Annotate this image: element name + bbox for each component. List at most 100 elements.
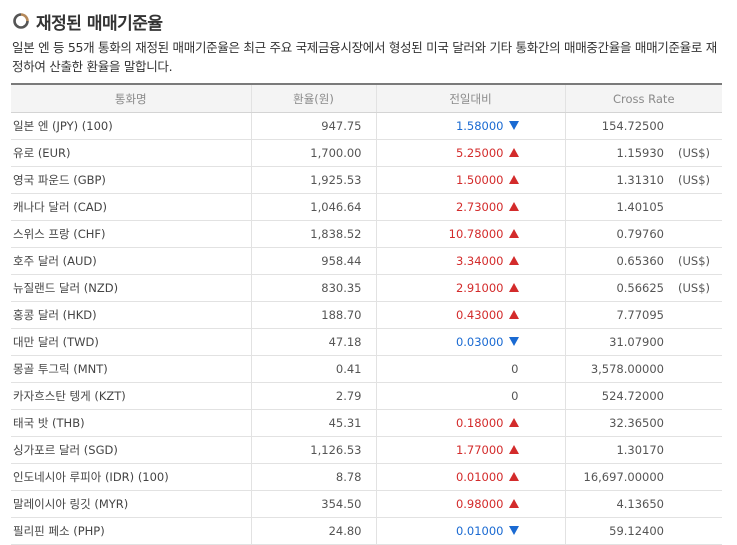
change-value: 3.34000: [455, 254, 504, 268]
cross-rate-cell: 59.12400: [564, 517, 722, 545]
change-value: 10.78000: [448, 227, 504, 241]
exchange-rate-value: 1,046.64: [250, 193, 376, 221]
table-row: 뉴질랜드 달러 (NZD) 830.35 2.91000 0.56625 (US$): [11, 274, 722, 302]
triangle-up-icon: [508, 175, 519, 184]
column-header-cross-rate: Cross Rate: [564, 83, 722, 113]
currency-name: 필리핀 페소 (PHP): [11, 517, 251, 545]
triangle-up-icon: [508, 202, 519, 211]
triangle-up-icon: [508, 445, 519, 454]
change-cell: 2.73000: [375, 193, 565, 221]
triangle-up-icon: [508, 310, 519, 319]
currency-name: 영국 파운드 (GBP): [11, 166, 251, 194]
cross-rate-cell: 4.13650: [564, 490, 722, 518]
table-row: 캐나다 달러 (CAD) 1,046.64 2.73000 1.40105: [11, 193, 722, 221]
triangle-up-icon: [508, 418, 519, 427]
cross-rate-cell: 7.77095: [564, 301, 722, 329]
exchange-rate-value: 24.80: [250, 517, 376, 545]
currency-name: 대만 달러 (TWD): [11, 328, 251, 356]
cross-rate-value: 7.77095: [616, 308, 664, 322]
currency-name: 스위스 프랑 (CHF): [11, 220, 251, 248]
triangle-down-icon: [508, 337, 519, 346]
cross-rate-cell: 31.07900: [564, 328, 722, 356]
exchange-rate-value: 0.41: [250, 355, 376, 383]
change-value: 5.25000: [455, 146, 504, 160]
cross-rate-cell: 524.72000: [564, 382, 722, 410]
change-value: 0.98000: [455, 497, 504, 511]
table-row: 말레이시아 링깃 (MYR) 354.50 0.98000 4.13650: [11, 490, 722, 518]
exchange-rate-value: 1,925.53: [250, 166, 376, 194]
currency-name: 호주 달러 (AUD): [11, 247, 251, 275]
cross-rate-value: 1.40105: [616, 200, 664, 214]
cross-rate-cell: 1.31310 (US$): [564, 166, 722, 194]
currency-name: 카자흐스탄 텡게 (KZT): [11, 382, 251, 410]
cross-rate-cell: 0.56625 (US$): [564, 274, 722, 302]
exchange-rate-value: 354.50: [250, 490, 376, 518]
currency-name: 몽골 투그릭 (MNT): [11, 355, 251, 383]
exchange-rate-value: 45.31: [250, 409, 376, 437]
cross-rate-value: 3,578.00000: [590, 362, 664, 376]
table-row: 필리핀 페소 (PHP) 24.80 0.01000 59.12400: [11, 517, 722, 545]
exchange-rate-value: 1,838.52: [250, 220, 376, 248]
table-row: 태국 밧 (THB) 45.31 0.18000 32.36500: [11, 409, 722, 437]
cross-rate-value: 59.12400: [609, 524, 664, 538]
change-value: 0.01000: [455, 470, 504, 484]
currency-name: 캐나다 달러 (CAD): [11, 193, 251, 221]
table-row: 싱가포르 달러 (SGD) 1,126.53 1.77000 1.30170: [11, 436, 722, 464]
change-cell: 3.34000: [375, 247, 565, 275]
change-cell: 0.01000: [375, 517, 565, 545]
table-row: 몽골 투그릭 (MNT) 0.41 0 3,578.00000: [11, 355, 722, 383]
table-row: 대만 달러 (TWD) 47.18 0.03000 31.07900: [11, 328, 722, 356]
change-cell: 1.77000: [375, 436, 565, 464]
currency-name: 인도네시아 루피아 (IDR) (100): [11, 463, 251, 491]
table-row: 일본 엔 (JPY) (100) 947.75 1.58000 154.72500: [11, 112, 722, 140]
currency-name: 홍콩 달러 (HKD): [11, 301, 251, 329]
section-title: 재정된 매매기준율: [36, 13, 163, 34]
change-cell: 5.25000: [375, 139, 565, 167]
cross-rate-cell: 1.15930 (US$): [564, 139, 722, 167]
triangle-up-icon: [508, 148, 519, 157]
change-value: 0.43000: [455, 308, 504, 322]
triangle-up-icon: [508, 283, 519, 292]
cross-rate-cell: 1.30170: [564, 436, 722, 464]
exchange-rate-value: 47.18: [250, 328, 376, 356]
cross-rate-cell: 16,697.00000: [564, 463, 722, 491]
triangle-up-icon: [508, 472, 519, 481]
cross-rate-value: 0.56625: [616, 281, 664, 295]
currency-name: 태국 밧 (THB): [11, 409, 251, 437]
change-value: 1.77000: [455, 443, 504, 457]
cross-rate-value: 154.72500: [601, 119, 664, 133]
cross-rate-value: 32.36500: [609, 416, 664, 430]
cross-rate-cell: 32.36500: [564, 409, 722, 437]
exchange-rate-value: 947.75: [250, 112, 376, 140]
change-value: 0: [511, 362, 519, 376]
change-cell: 1.58000: [375, 112, 565, 140]
table-row: 유로 (EUR) 1,700.00 5.25000 1.15930 (US$): [11, 139, 722, 167]
cross-rate-value: 0.65360: [616, 254, 664, 268]
exchange-rate-value: 958.44: [250, 247, 376, 275]
ring-bullet-icon: [12, 12, 30, 30]
change-cell: 0: [375, 355, 565, 383]
change-cell: 0.98000: [375, 490, 565, 518]
change-cell: 0.18000: [375, 409, 565, 437]
exchange-rate-value: 8.78: [250, 463, 376, 491]
cross-rate-value: 31.07900: [609, 335, 664, 349]
column-header-change: 전일대비: [375, 83, 565, 113]
cross-rate-value: 1.30170: [616, 443, 664, 457]
change-cell: 10.78000: [375, 220, 565, 248]
cross-rate-value: 1.15930: [616, 146, 664, 160]
change-cell: 1.50000: [375, 166, 565, 194]
cross-rate-value: 4.13650: [616, 497, 664, 511]
currency-name: 싱가포르 달러 (SGD): [11, 436, 251, 464]
section-header: 재정된 매매기준율: [12, 9, 163, 34]
exchange-rate-value: 830.35: [250, 274, 376, 302]
triangle-up-icon: [508, 256, 519, 265]
cross-rate-value: 524.72000: [601, 389, 664, 403]
exchange-rate-value: 2.79: [250, 382, 376, 410]
change-cell: 0: [375, 382, 565, 410]
table-row: 카자흐스탄 텡게 (KZT) 2.79 0 524.72000: [11, 382, 722, 410]
cross-rate-cell: 0.65360 (US$): [564, 247, 722, 275]
table-row: 스위스 프랑 (CHF) 1,838.52 10.78000 0.79760: [11, 220, 722, 248]
cross-rate-value: 16,697.00000: [583, 470, 664, 484]
section-description: 일본 엔 등 55개 통화의 재정된 매매기준율은 최근 주요 국제금융시장에서…: [12, 40, 717, 74]
cross-rate-cell: 154.72500: [564, 112, 722, 140]
